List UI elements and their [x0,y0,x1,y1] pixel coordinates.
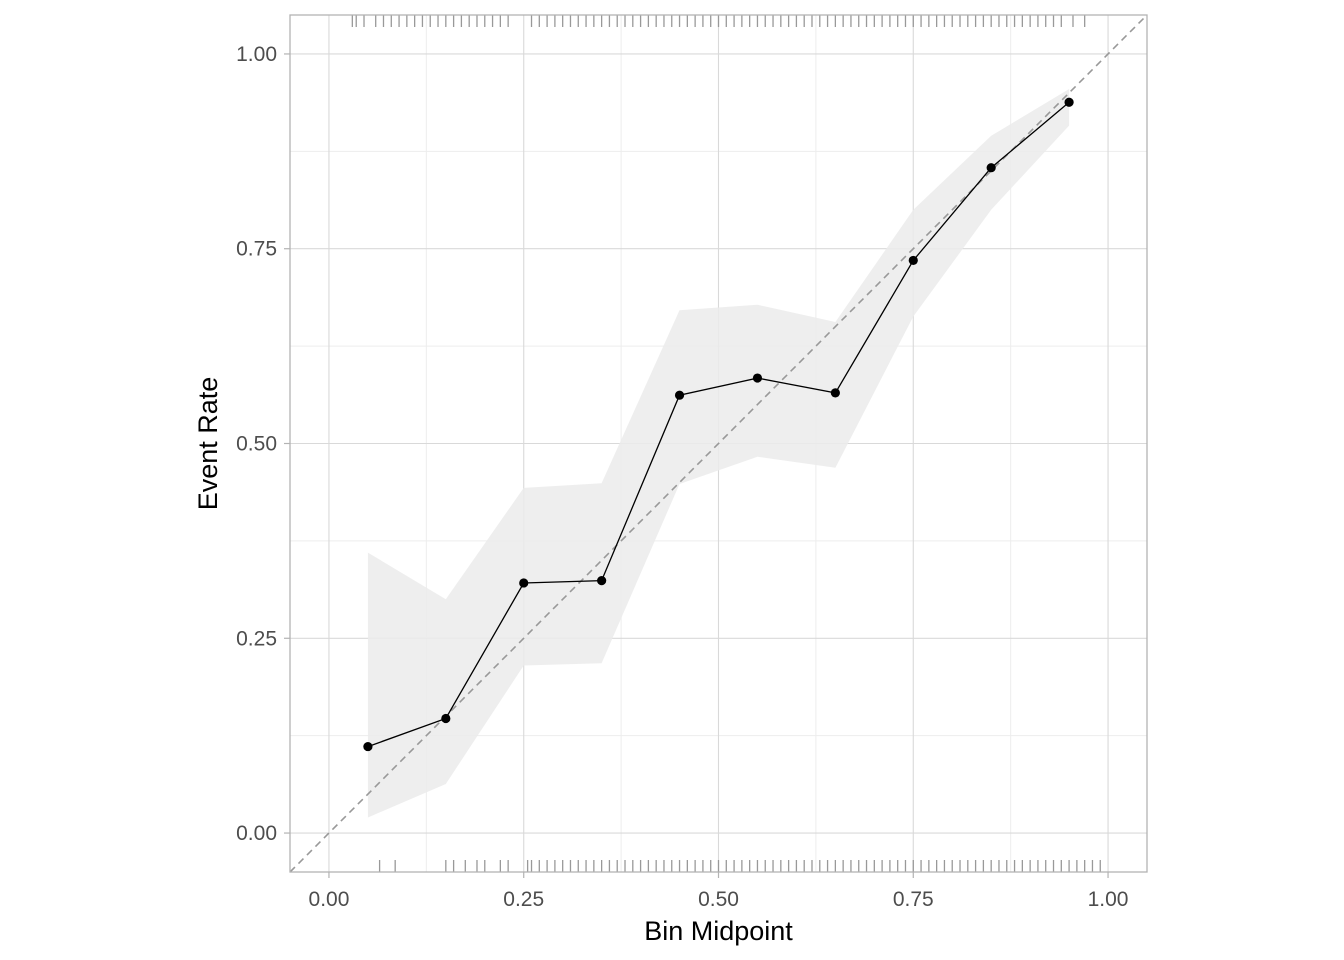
series-line [367,101,1070,748]
major-gridlines [290,15,1147,872]
y-tick-label: 0.25 [236,627,277,650]
y-axis-ticks: 0.00 0.25 0.50 0.75 1.00 [236,43,290,845]
rug-layer [351,15,1101,872]
data-point [597,576,607,586]
data-point [674,390,685,400]
data-point [908,255,918,266]
x-axis-title: Bin Midpoint [644,916,793,946]
data-point [441,713,451,724]
data-point [986,163,996,173]
series-layer [363,97,1074,752]
x-tick-label: 0.50 [698,888,739,911]
confidence-band [367,89,1070,818]
data-point [830,388,840,398]
y-tick-label: 1.00 [236,43,277,66]
y-tick-label: 0.00 [236,822,277,845]
data-point [1064,97,1074,107]
x-tick-label: 1.00 [1088,888,1129,911]
confidence-ribbon-layer [367,89,1070,818]
y-tick-label: 0.75 [236,238,277,261]
reference-diagonal-line [289,14,1148,873]
reference-line-layer [289,14,1148,873]
data-point [752,373,763,383]
x-axis-ticks: 0.00 0.25 0.50 0.75 1.00 [309,872,1129,911]
x-tick-label: 0.00 [309,888,350,911]
y-tick-label: 0.50 [236,433,277,456]
data-point [519,578,529,588]
data-point [363,741,373,752]
x-tick-label: 0.25 [503,888,544,911]
x-tick-label: 0.75 [893,888,934,911]
y-axis-title: Event Rate [193,377,223,511]
